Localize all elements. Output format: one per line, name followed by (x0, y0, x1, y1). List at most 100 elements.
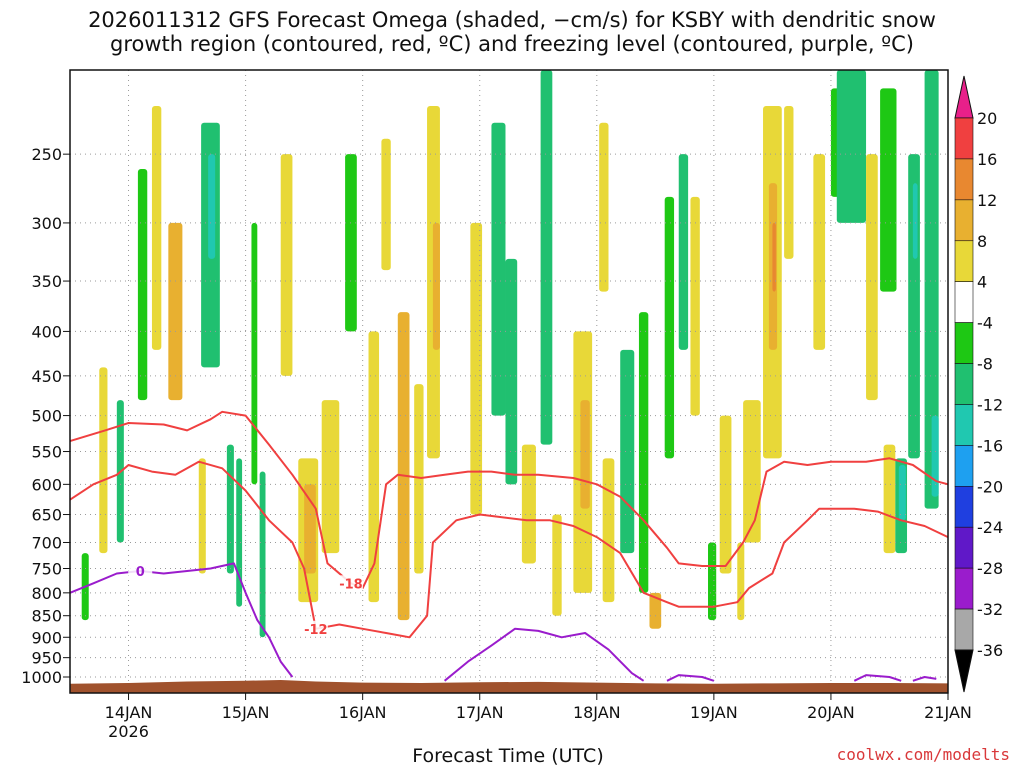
omega-cell-40 (708, 542, 717, 621)
omega-cell-53 (883, 444, 896, 554)
y-tick-label-750: 750 (31, 560, 62, 579)
colorbar-segment-10 (954, 526, 974, 569)
colorbar-segment-4 (954, 281, 974, 323)
freezing-contour-line-1 (443, 627, 645, 682)
omega-cell-5 (168, 222, 183, 401)
y-tick-label-400: 400 (31, 322, 62, 341)
omega-cell-41 (719, 415, 732, 574)
freezing-contour-line-0 (69, 562, 294, 678)
x-tick-sublabel-14: 2026 (108, 722, 149, 741)
x-tick-label-20: 20JAN (807, 703, 855, 722)
freezing-contour-line-4 (912, 676, 937, 682)
omega-cell-9 (226, 444, 234, 574)
x-tick-label-19: 19JAN (690, 703, 738, 722)
omega-cell-12 (259, 471, 266, 638)
x-tick-label-21: 21JAN (924, 703, 972, 722)
colorbar-label-13: 20 (977, 109, 997, 128)
freezing-contour-label-0: 0 (136, 565, 145, 580)
colorbar-segment-2 (954, 199, 974, 242)
omega-cell-26 (505, 258, 518, 485)
omega-cell-13 (280, 154, 293, 376)
y-tick-label-1000: 1000 (21, 668, 62, 687)
x-tick-label-15: 15JAN (222, 703, 270, 722)
omega-cell-6 (198, 458, 206, 574)
dendritic-contour-label-1: -12 (304, 623, 328, 638)
colorbar-segment-3 (954, 240, 974, 282)
omega-cell-4 (151, 105, 162, 350)
omega-cell-15 (304, 484, 316, 574)
omega-cell-28 (540, 70, 553, 445)
colorbar-label-10: 8 (977, 232, 987, 251)
y-tick-label-450: 450 (31, 367, 62, 386)
colorbar-label-0: -36 (977, 641, 1003, 660)
colorbar-label-8: -4 (977, 314, 993, 333)
y-tick-label-850: 850 (31, 607, 62, 626)
y-tick-label-800: 800 (31, 584, 62, 603)
colorbar-label-3: -24 (977, 518, 1003, 537)
y-tick-label-550: 550 (31, 443, 62, 462)
y-tick-label-900: 900 (31, 628, 62, 647)
colorbar-label-12: 16 (977, 150, 997, 169)
colorbar-label-9: 4 (977, 273, 987, 292)
colorbar: -36 -32 -28 -24 -20 -16 -12 -8 -4 4 8 12 16 20 (954, 75, 1003, 693)
colorbar-label-6: -12 (977, 395, 1003, 414)
omega-cell-27 (521, 444, 536, 564)
x-tick-label-14: 14JAN (105, 703, 153, 722)
colorbar-segment-11 (954, 567, 974, 610)
plot-frame (69, 69, 949, 694)
dendritic-contour-label-bg-0 (338, 575, 363, 591)
y-tick-label-650: 650 (31, 506, 62, 525)
omega-cell-36 (649, 592, 662, 629)
omega-cell-10 (236, 458, 243, 607)
colorbar-label-2: -28 (977, 559, 1003, 578)
omega-cell-23 (432, 222, 440, 350)
omega-cell-52 (880, 88, 897, 292)
colorbar-segment-12 (954, 608, 974, 651)
omega-cell-48 (813, 154, 826, 350)
colorbar-label-11: 12 (977, 191, 997, 210)
y-tick-label-950: 950 (31, 649, 62, 668)
omega-cell-29 (552, 514, 562, 616)
omega-cell-18 (368, 331, 380, 603)
chart-title-line-1: 2026011312 GFS Forecast Omega (shaded, −… (88, 8, 936, 32)
freezing-contour-line-3 (853, 674, 902, 682)
omega-cell-8 (208, 154, 216, 259)
omega-cell-19 (381, 138, 391, 271)
omega-cell-3 (137, 168, 148, 401)
colorbar-label-5: -16 (977, 436, 1003, 455)
omega-cell-17 (345, 154, 357, 332)
chart-title: 2026011312 GFS Forecast Omega (shaded, −… (0, 8, 1024, 56)
omega-cell-43 (743, 400, 761, 543)
omega-cell-16 (321, 400, 340, 554)
x-tick-label-18: 18JAN (573, 703, 621, 722)
omega-cell-35 (638, 312, 649, 593)
dendritic-contour-line-0 (69, 410, 949, 590)
colorbar-top-arrow (954, 75, 974, 119)
omega-cell-38 (678, 154, 689, 350)
omega-cell-21 (414, 384, 424, 574)
freezing-contour-line-2 (666, 674, 715, 682)
x-tick-label-17: 17JAN (456, 703, 504, 722)
chart-title-line-2: growth region (contoured, red, ºC) and f… (110, 32, 914, 56)
omega-cell-58 (924, 70, 939, 509)
omega-cell-51 (866, 154, 878, 401)
omega-cell-31 (580, 400, 590, 509)
dendritic-contour-label-0: -18 (339, 577, 363, 592)
colorbar-label-4: -20 (977, 477, 1003, 496)
y-tick-label-700: 700 (31, 533, 62, 552)
ground-fill (70, 680, 948, 693)
omega-cell-20 (397, 312, 410, 621)
dendritic-contour-label-bg-1 (303, 620, 328, 636)
colorbar-segment-9 (954, 486, 974, 528)
freezing-contour-label-bg-0 (128, 563, 153, 579)
omega-cell-47 (784, 105, 794, 259)
credit-text: coolwx.com/modelts (836, 745, 1010, 764)
y-tick-label-600: 600 (31, 475, 62, 494)
x-axis-title: Forecast Time (UTC) (412, 745, 603, 767)
omega-cell-46 (772, 222, 776, 292)
omega-cell-42 (737, 542, 745, 621)
colorbar-segment-1 (954, 158, 974, 201)
contours: -18 -12 0 (69, 410, 949, 682)
